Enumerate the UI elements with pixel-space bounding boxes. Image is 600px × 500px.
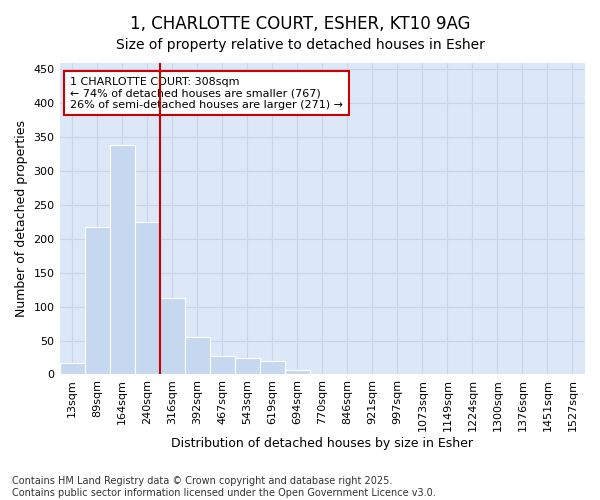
Text: Contains HM Land Registry data © Crown copyright and database right 2025.
Contai: Contains HM Land Registry data © Crown c… [12, 476, 436, 498]
Bar [260, 361, 285, 374]
Bar [235, 358, 260, 374]
Bar [285, 370, 310, 374]
Y-axis label: Number of detached properties: Number of detached properties [15, 120, 28, 317]
Bar [110, 145, 134, 374]
Bar [160, 298, 185, 374]
Text: 1 CHARLOTTE COURT: 308sqm
← 74% of detached houses are smaller (767)
26% of semi: 1 CHARLOTTE COURT: 308sqm ← 74% of detac… [70, 76, 343, 110]
Bar [209, 356, 235, 374]
Bar [185, 337, 209, 374]
X-axis label: Distribution of detached houses by size in Esher: Distribution of detached houses by size … [171, 437, 473, 450]
Text: 1, CHARLOTTE COURT, ESHER, KT10 9AG: 1, CHARLOTTE COURT, ESHER, KT10 9AG [130, 15, 470, 33]
Bar [134, 222, 160, 374]
Bar [85, 226, 110, 374]
Text: Size of property relative to detached houses in Esher: Size of property relative to detached ho… [116, 38, 484, 52]
Bar [59, 363, 85, 374]
